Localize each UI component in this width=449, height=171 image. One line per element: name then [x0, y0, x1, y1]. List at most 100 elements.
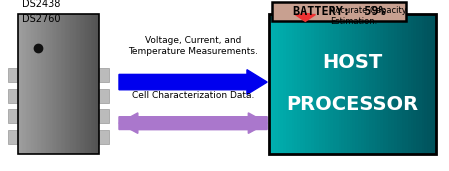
Bar	[386, 14, 389, 154]
Bar	[325, 14, 328, 154]
Bar	[45, 14, 47, 154]
Bar	[31, 14, 33, 154]
Bar	[380, 14, 384, 154]
Bar	[48, 14, 49, 154]
Bar	[327, 14, 331, 154]
Bar	[272, 14, 276, 154]
Bar	[424, 14, 428, 154]
Bar	[405, 14, 409, 154]
Bar	[25, 14, 26, 154]
Bar	[53, 14, 55, 154]
Text: DS2438: DS2438	[22, 0, 61, 9]
Bar	[336, 14, 339, 154]
Bar	[300, 14, 304, 154]
Text: PROCESSOR: PROCESSOR	[286, 95, 418, 114]
Bar	[394, 14, 398, 154]
Bar	[339, 14, 342, 154]
Text: DS2760: DS2760	[22, 14, 61, 24]
Text: Cell Characterization Data.: Cell Characterization Data.	[132, 91, 254, 100]
Bar	[341, 14, 345, 154]
Bar	[366, 14, 370, 154]
Bar	[388, 14, 392, 154]
Bar	[68, 14, 70, 154]
Text: Voltage, Current, and
Temperature Measurements.: Voltage, Current, and Temperature Measur…	[128, 36, 258, 56]
Bar	[99, 68, 109, 82]
Bar	[311, 14, 315, 154]
Bar	[358, 14, 361, 154]
Bar	[347, 14, 351, 154]
Bar	[80, 14, 82, 154]
Bar	[317, 14, 320, 154]
Bar	[66, 14, 68, 154]
Bar	[52, 14, 53, 154]
Bar	[29, 14, 31, 154]
Bar	[26, 14, 28, 154]
Bar	[433, 14, 436, 154]
Bar	[33, 14, 35, 154]
Bar	[99, 130, 109, 144]
Bar	[400, 14, 403, 154]
Bar	[72, 14, 74, 154]
Bar	[65, 14, 67, 154]
Bar	[322, 14, 326, 154]
Bar	[58, 14, 60, 154]
Bar	[430, 14, 434, 154]
Bar	[62, 14, 64, 154]
Bar	[44, 14, 45, 154]
Bar	[416, 14, 420, 154]
Bar	[85, 14, 87, 154]
Bar	[269, 14, 436, 154]
Bar	[38, 14, 40, 154]
Bar	[352, 14, 356, 154]
Bar	[410, 14, 414, 154]
Bar	[333, 14, 337, 154]
Bar	[87, 14, 88, 154]
Bar	[272, 2, 406, 21]
Bar	[54, 14, 56, 154]
Bar	[19, 14, 21, 154]
Bar	[18, 14, 99, 154]
Bar	[30, 14, 32, 154]
Bar	[344, 14, 348, 154]
Bar	[46, 14, 48, 154]
Bar	[8, 109, 18, 123]
Bar	[422, 14, 425, 154]
Bar	[275, 14, 278, 154]
Bar	[350, 14, 353, 154]
Bar	[277, 14, 282, 154]
Bar	[84, 14, 86, 154]
Bar	[377, 14, 381, 154]
Bar	[330, 14, 334, 154]
Bar	[383, 14, 387, 154]
Bar	[289, 14, 292, 154]
Bar	[79, 14, 80, 154]
Bar	[99, 89, 109, 103]
Bar	[49, 14, 51, 154]
FancyArrow shape	[119, 113, 267, 133]
Bar	[23, 14, 25, 154]
Bar	[35, 14, 37, 154]
Bar	[88, 14, 90, 154]
Bar	[83, 14, 84, 154]
Bar	[391, 14, 395, 154]
Bar	[40, 14, 41, 154]
Bar	[22, 14, 24, 154]
Bar	[397, 14, 401, 154]
Bar	[427, 14, 431, 154]
Bar	[364, 14, 367, 154]
Bar	[8, 130, 18, 144]
Bar	[77, 14, 79, 154]
Bar	[75, 14, 76, 154]
Bar	[69, 14, 71, 154]
Bar	[57, 14, 59, 154]
Bar	[319, 14, 323, 154]
Bar	[96, 14, 98, 154]
Text: BATTERY:  59%: BATTERY: 59%	[293, 5, 385, 18]
Text: Accurate Capacity
Estimation.: Accurate Capacity Estimation.	[330, 6, 407, 25]
Bar	[34, 14, 36, 154]
Bar	[18, 14, 20, 154]
FancyArrow shape	[295, 14, 315, 21]
Bar	[37, 14, 39, 154]
Bar	[297, 14, 301, 154]
Bar	[27, 14, 29, 154]
